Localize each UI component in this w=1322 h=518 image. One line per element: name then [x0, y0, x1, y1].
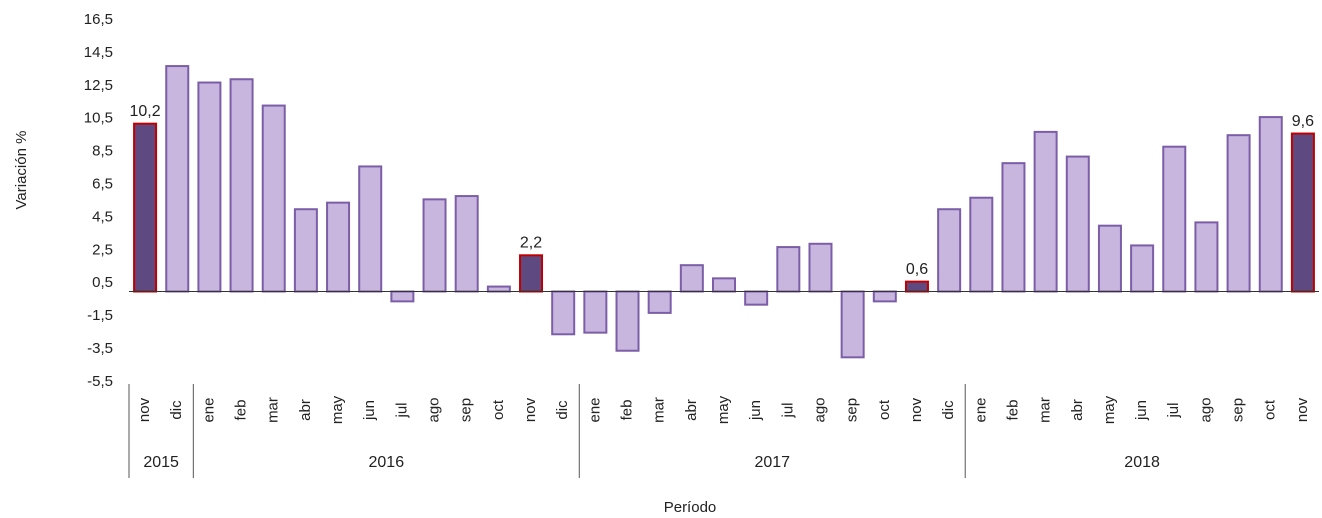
bar [133, 122, 158, 293]
bar [390, 290, 415, 303]
x-tick-label: jun [1133, 400, 1150, 421]
bar [1130, 244, 1155, 293]
x-tick-label: nov [1294, 397, 1311, 422]
bar [808, 242, 833, 293]
x-tick-label: jun [747, 400, 764, 421]
x-tick-label: mar [1037, 397, 1054, 423]
y-tick-label: 4,5 [92, 208, 113, 225]
y-tick-label: 10,5 [84, 110, 113, 127]
x-tick-label: nov [908, 397, 925, 422]
y-tick-label: -5,5 [87, 373, 113, 390]
bar [1290, 132, 1315, 293]
bar [840, 290, 865, 359]
bar [1258, 116, 1283, 293]
x-tick-label: sep [458, 398, 475, 422]
y-tick-label: 14,5 [84, 44, 113, 61]
x-axis-label: Período [664, 499, 717, 516]
bar [872, 290, 897, 303]
x-tick-label: may [329, 395, 346, 424]
x-tick-label: nov [136, 397, 153, 422]
bar [712, 277, 736, 293]
value-label: 9,6 [1292, 113, 1314, 130]
value-label: 2,2 [520, 235, 542, 252]
bar [776, 246, 801, 293]
x-tick-label: jul [779, 402, 796, 418]
x-tick-label: feb [233, 400, 250, 421]
bar [744, 290, 769, 306]
bar [326, 201, 351, 293]
x-tick-label: sep [844, 398, 861, 422]
y-axis-label: Variación % [13, 131, 30, 210]
x-tick-label: feb [1004, 400, 1021, 421]
x-tick-label: oct [490, 399, 507, 420]
bar [293, 208, 318, 293]
bar [165, 65, 190, 293]
bar [1097, 224, 1122, 293]
x-tick-label: ene [586, 397, 603, 422]
y-tick-label: -3,5 [87, 340, 113, 357]
x-tick-label: ago [811, 397, 828, 422]
value-label: 10,2 [130, 103, 161, 120]
bar [904, 280, 929, 293]
x-tick-label: jun [361, 400, 378, 421]
y-tick-label: 2,5 [92, 241, 113, 258]
year-label: 2017 [754, 454, 790, 471]
value-label: 0,6 [906, 261, 928, 278]
year-label: 2015 [143, 454, 179, 471]
x-tick-label: ago [426, 397, 443, 422]
x-tick-label: ene [200, 397, 217, 422]
bar [1001, 162, 1026, 293]
x-tick-label: mar [651, 397, 668, 423]
bar [261, 104, 286, 293]
x-tick-label: dic [554, 400, 571, 420]
bar [615, 290, 640, 352]
bar [937, 208, 962, 293]
x-tick-label: ene [972, 397, 989, 422]
y-tick-label: 6,5 [92, 176, 113, 193]
x-tick-label: abr [1069, 399, 1086, 421]
y-tick-label: 8,5 [92, 143, 113, 160]
year-label: 2018 [1124, 454, 1160, 471]
y-tick-label: -1,5 [87, 307, 113, 324]
bar [422, 198, 447, 293]
bar [1194, 221, 1219, 293]
y-tick-label: 0,5 [92, 274, 113, 291]
x-tick-label: jul [1165, 402, 1182, 418]
bar [1065, 155, 1090, 293]
bar [358, 165, 383, 293]
bar [1226, 134, 1251, 293]
bar [229, 78, 254, 293]
x-tick-label: oct [876, 399, 893, 420]
x-tick-label: nov [522, 397, 539, 422]
bar [1162, 145, 1187, 293]
x-tick-label: ago [1197, 397, 1214, 422]
y-tick-label: 16,5 [84, 11, 113, 28]
x-tick-label: jul [393, 402, 410, 418]
bar [679, 264, 704, 293]
x-tick-label: mar [265, 397, 282, 423]
x-tick-label: oct [1262, 399, 1279, 420]
bar [486, 285, 511, 293]
x-tick-label: feb [618, 400, 635, 421]
bar [197, 81, 222, 293]
x-tick-label: sep [1230, 398, 1247, 422]
x-tick-label: abr [297, 399, 314, 421]
bar [1033, 130, 1058, 293]
x-tick-label: dic [168, 400, 185, 420]
bar [551, 290, 576, 336]
bar [647, 290, 672, 314]
x-tick-label: may [715, 395, 732, 424]
y-tick-label: 12,5 [84, 77, 113, 94]
x-tick-label: may [1101, 395, 1118, 424]
x-tick-label: abr [683, 399, 700, 421]
x-tick-label: dic [940, 400, 957, 420]
bar [969, 196, 994, 293]
bar [519, 254, 544, 293]
bar [583, 290, 608, 334]
bar [454, 195, 479, 293]
year-label: 2016 [369, 454, 405, 471]
